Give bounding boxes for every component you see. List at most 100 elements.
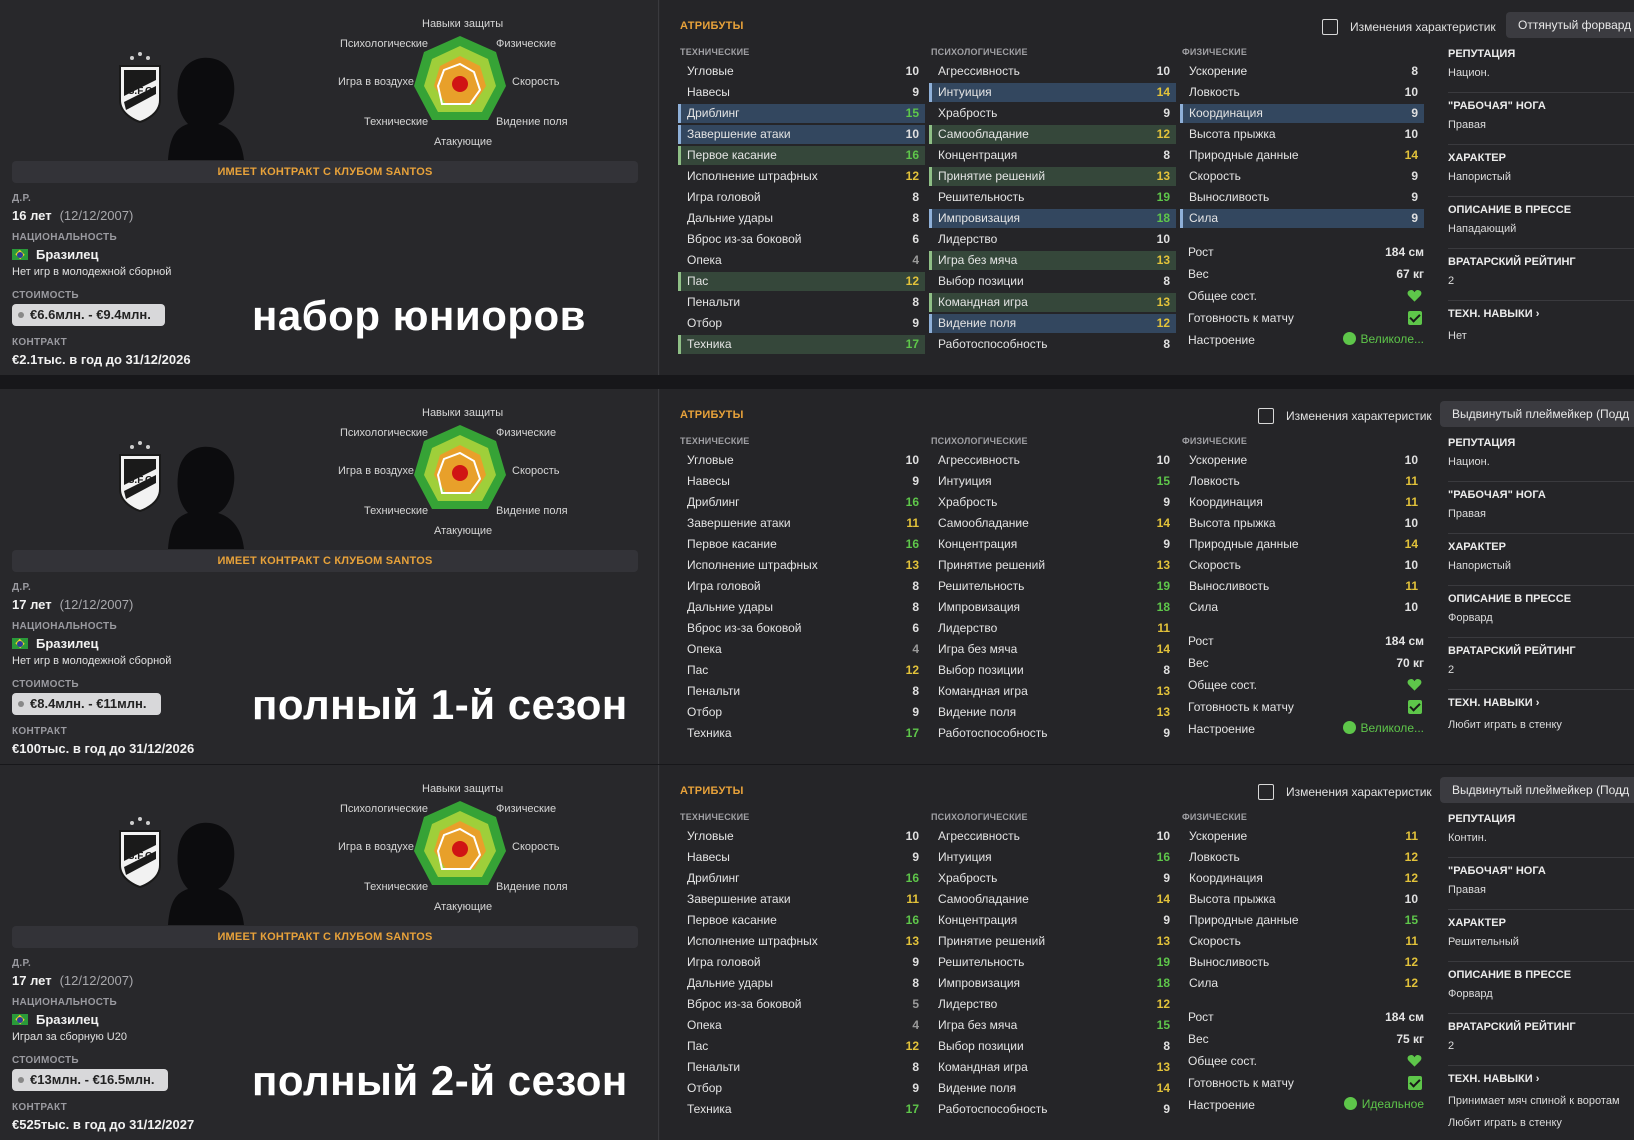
mental-attribute-row[interactable]: Выбор позиции 8 [929,661,1176,680]
technical-attribute-row[interactable]: Угловые 10 [678,451,925,470]
physical-attribute-row[interactable]: Ускорение 8 [1180,62,1424,81]
mental-attribute-row[interactable]: Принятие решений 13 [929,167,1176,186]
physical-attribute-row[interactable]: Сила 10 [1180,598,1424,617]
physical-attribute-row[interactable]: Природные данные 15 [1180,911,1424,930]
technical-attribute-row[interactable]: Исполнение штрафных 12 [678,167,925,186]
technical-attribute-row[interactable]: Первое касание 16 [678,911,925,930]
mental-attribute-row[interactable]: Храбрость 9 [929,869,1176,888]
physical-attribute-row[interactable]: Скорость 9 [1180,167,1424,186]
traits-link[interactable]: ТЕХН. НАВЫКИ › [1448,1073,1540,1085]
technical-attribute-row[interactable]: Исполнение штрафных 13 [678,932,925,951]
physical-attribute-row[interactable]: Координация 11 [1180,493,1424,512]
technical-attribute-row[interactable]: Опека 4 [678,640,925,659]
technical-attribute-row[interactable]: Первое касание 16 [678,535,925,554]
role-selector[interactable]: Выдвинутый плеймейкер (Подд [1440,777,1634,803]
technical-attribute-row[interactable]: Дальние удары 8 [678,598,925,617]
technical-attribute-row[interactable]: Навесы 9 [678,848,925,867]
morale-stat[interactable]: Настроение Великоле... [1188,332,1424,347]
mental-attribute-row[interactable]: Храбрость 9 [929,493,1176,512]
mental-attribute-row[interactable]: Лидерство 10 [929,230,1176,249]
mental-attribute-row[interactable]: Самообладание 12 [929,125,1176,144]
morale-stat[interactable]: Настроение Идеальное [1188,1097,1424,1112]
technical-attribute-row[interactable]: Дриблинг 15 [678,104,925,123]
technical-attribute-row[interactable]: Дальние удары 8 [678,974,925,993]
physical-attribute-row[interactable]: Координация 12 [1180,869,1424,888]
physical-attribute-row[interactable]: Сила 9 [1180,209,1424,228]
mental-attribute-row[interactable]: Лидерство 11 [929,619,1176,638]
mental-attribute-row[interactable]: Импровизация 18 [929,598,1176,617]
mental-attribute-row[interactable]: Игра без мяча 15 [929,1016,1176,1035]
physical-attribute-row[interactable]: Природные данные 14 [1180,146,1424,165]
physical-attribute-row[interactable]: Координация 9 [1180,104,1424,123]
technical-attribute-row[interactable]: Опека 4 [678,251,925,270]
mental-attribute-row[interactable]: Видение поля 12 [929,314,1176,333]
nationality-value[interactable]: Бразилец [12,247,98,262]
mental-attribute-row[interactable]: Выбор позиции 8 [929,272,1176,291]
technical-attribute-row[interactable]: Пенальти 8 [678,1058,925,1077]
technical-attribute-row[interactable]: Завершение атаки 10 [678,125,925,144]
mental-attribute-row[interactable]: Интуиция 16 [929,848,1176,867]
value-pill[interactable]: €8.4млн. - €11млн. [12,693,161,715]
mental-attribute-row[interactable]: Интуиция 15 [929,472,1176,491]
mental-attribute-row[interactable]: Концентрация 9 [929,911,1176,930]
technical-attribute-row[interactable]: Отбор 9 [678,703,925,722]
physical-attribute-row[interactable]: Высота прыжка 10 [1180,514,1424,533]
technical-attribute-row[interactable]: Завершение атаки 11 [678,514,925,533]
technical-attribute-row[interactable]: Отбор 9 [678,1079,925,1098]
technical-attribute-row[interactable]: Игра головой 8 [678,188,925,207]
technical-attribute-row[interactable]: Пас 12 [678,661,925,680]
morale-stat[interactable]: Настроение Великоле... [1188,721,1424,736]
mental-attribute-row[interactable]: Лидерство 12 [929,995,1176,1014]
technical-attribute-row[interactable]: Навесы 9 [678,83,925,102]
mental-attribute-row[interactable]: Интуиция 14 [929,83,1176,102]
nationality-value[interactable]: Бразилец [12,1012,98,1027]
match-fitness-stat[interactable]: Готовность к матчу [1188,698,1424,718]
technical-attribute-row[interactable]: Техника 17 [678,1100,925,1119]
technical-attribute-row[interactable]: Отбор 9 [678,314,925,333]
technical-attribute-row[interactable]: Первое касание 16 [678,146,925,165]
mental-attribute-row[interactable]: Работоспособность 8 [929,335,1176,354]
mental-attribute-row[interactable]: Импровизация 18 [929,974,1176,993]
physical-attribute-row[interactable]: Выносливость 9 [1180,188,1424,207]
role-selector[interactable]: Оттянутый форвард ( [1506,12,1634,38]
mental-attribute-row[interactable]: Самообладание 14 [929,514,1176,533]
mental-attribute-row[interactable]: Агрессивность 10 [929,827,1176,846]
value-pill[interactable]: €6.6млн. - €9.4млн. [12,304,165,326]
mental-attribute-row[interactable]: Работоспособность 9 [929,1100,1176,1119]
physical-attribute-row[interactable]: Высота прыжка 10 [1180,890,1424,909]
mental-attribute-row[interactable]: Решительность 19 [929,577,1176,596]
mental-attribute-row[interactable]: Видение поля 14 [929,1079,1176,1098]
technical-attribute-row[interactable]: Пенальти 8 [678,682,925,701]
mental-attribute-row[interactable]: Принятие решений 13 [929,932,1176,951]
nationality-value[interactable]: Бразилец [12,636,98,651]
mental-attribute-row[interactable]: Импровизация 18 [929,209,1176,228]
condition-stat[interactable]: Общее сост. [1188,676,1424,696]
technical-attribute-row[interactable]: Пенальти 8 [678,293,925,312]
mental-attribute-row[interactable]: Работоспособность 9 [929,724,1176,743]
mental-attribute-row[interactable]: Выбор позиции 8 [929,1037,1176,1056]
physical-attribute-row[interactable]: Скорость 10 [1180,556,1424,575]
technical-attribute-row[interactable]: Техника 17 [678,335,925,354]
technical-attribute-row[interactable]: Дриблинг 16 [678,493,925,512]
physical-attribute-row[interactable]: Ускорение 10 [1180,451,1424,470]
physical-attribute-row[interactable]: Ловкость 11 [1180,472,1424,491]
physical-attribute-row[interactable]: Выносливость 11 [1180,577,1424,596]
technical-attribute-row[interactable]: Угловые 10 [678,62,925,81]
technical-attribute-row[interactable]: Завершение атаки 11 [678,890,925,909]
technical-attribute-row[interactable]: Техника 17 [678,724,925,743]
mental-attribute-row[interactable]: Решительность 19 [929,953,1176,972]
technical-attribute-row[interactable]: Вброс из-за боковой 5 [678,995,925,1014]
traits-link[interactable]: ТЕХН. НАВЫКИ › [1448,308,1540,320]
mental-attribute-row[interactable]: Командная игра 13 [929,293,1176,312]
technical-attribute-row[interactable]: Навесы 9 [678,472,925,491]
mental-attribute-row[interactable]: Видение поля 13 [929,703,1176,722]
physical-attribute-row[interactable]: Ловкость 12 [1180,848,1424,867]
technical-attribute-row[interactable]: Дальние удары 8 [678,209,925,228]
physical-attribute-row[interactable]: Ловкость 10 [1180,83,1424,102]
technical-attribute-row[interactable]: Исполнение штрафных 13 [678,556,925,575]
physical-attribute-row[interactable]: Высота прыжка 10 [1180,125,1424,144]
technical-attribute-row[interactable]: Угловые 10 [678,827,925,846]
technical-attribute-row[interactable]: Пас 12 [678,272,925,291]
changes-checkbox[interactable] [1258,784,1274,800]
mental-attribute-row[interactable]: Решительность 19 [929,188,1176,207]
